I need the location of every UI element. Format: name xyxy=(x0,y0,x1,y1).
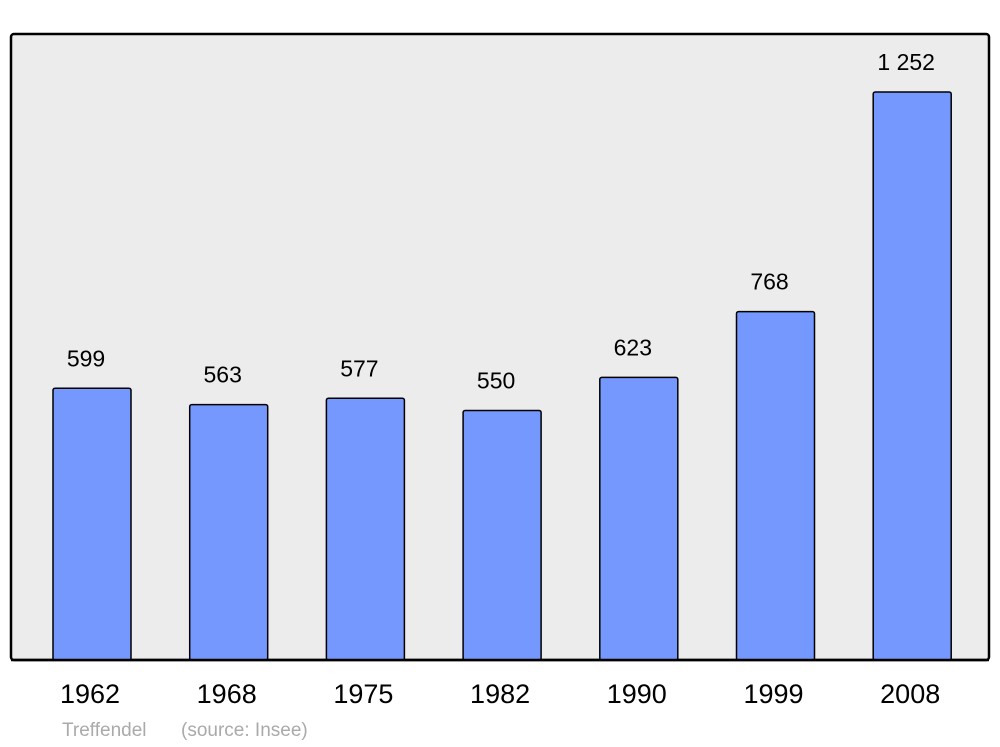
value-label: 577 xyxy=(340,355,378,381)
x-tick-label: 1999 xyxy=(743,679,803,709)
bar xyxy=(872,91,952,661)
value-label: 563 xyxy=(204,362,242,388)
x-tick-label: 1962 xyxy=(60,679,120,709)
x-tick-label: 1990 xyxy=(607,679,667,709)
source: (source: Insee) xyxy=(181,720,308,741)
bar xyxy=(325,397,406,661)
bar xyxy=(735,310,816,661)
bar xyxy=(52,387,132,661)
bar xyxy=(462,409,542,661)
bar xyxy=(188,403,269,661)
x-tick-label: 2008 xyxy=(880,679,940,709)
x-tick-label: 1975 xyxy=(333,679,393,709)
value-label: 623 xyxy=(614,334,652,360)
bar xyxy=(599,376,679,661)
place-name: Treffendel xyxy=(62,720,147,741)
value-label: 1 252 xyxy=(877,49,935,75)
x-tick-label: 1982 xyxy=(470,679,530,709)
value-label: 599 xyxy=(67,345,105,371)
value-label: 768 xyxy=(750,269,788,295)
value-label: 550 xyxy=(477,368,515,394)
x-tick-label: 1968 xyxy=(197,679,257,709)
